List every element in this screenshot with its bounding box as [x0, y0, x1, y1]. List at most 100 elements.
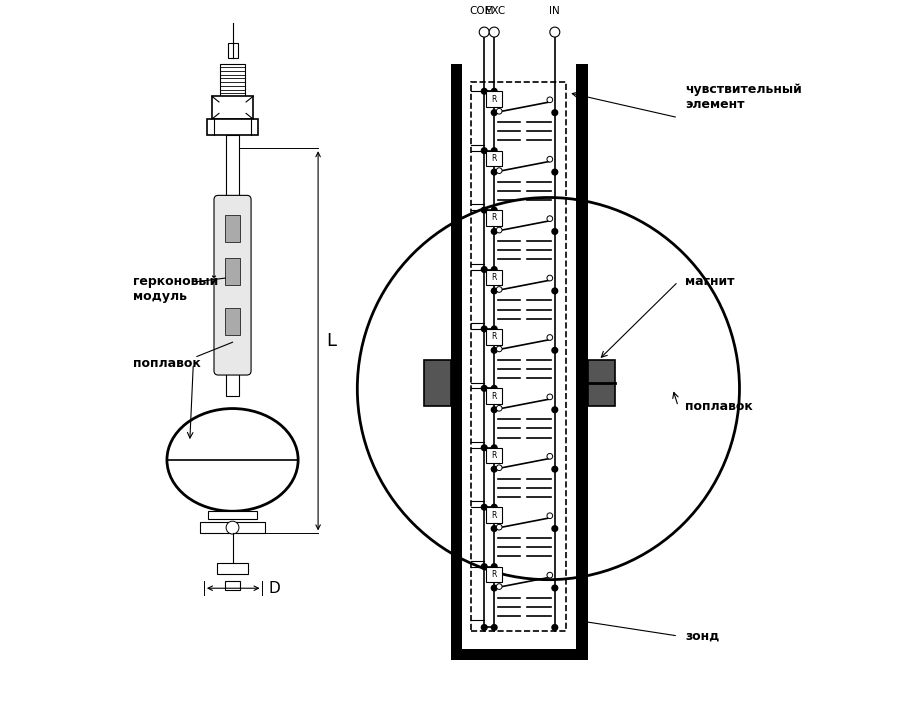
Circle shape	[482, 445, 487, 451]
Text: магнит: магнит	[685, 275, 734, 288]
Bar	[486, 270, 502, 285]
Text: зонд: зонд	[685, 630, 720, 642]
Circle shape	[496, 406, 502, 411]
Circle shape	[226, 521, 239, 534]
Text: R: R	[491, 273, 497, 282]
Circle shape	[491, 525, 497, 531]
Text: IN: IN	[549, 6, 560, 16]
Text: чувствительный
элемент: чувствительный элемент	[685, 83, 802, 111]
Bar	[472, 82, 566, 631]
Circle shape	[491, 466, 497, 472]
Circle shape	[482, 504, 487, 510]
Circle shape	[482, 386, 487, 391]
Circle shape	[482, 326, 487, 332]
Circle shape	[491, 207, 497, 213]
Circle shape	[496, 584, 502, 590]
Circle shape	[496, 524, 502, 530]
Text: R: R	[491, 95, 497, 103]
FancyBboxPatch shape	[214, 195, 251, 375]
Circle shape	[547, 275, 553, 281]
Bar	[208, 511, 257, 519]
Circle shape	[552, 288, 558, 294]
Bar	[486, 448, 502, 463]
Circle shape	[491, 267, 497, 272]
Bar	[576, 64, 588, 652]
Text: R: R	[491, 154, 497, 163]
Circle shape	[491, 504, 497, 510]
Circle shape	[547, 216, 553, 222]
Circle shape	[552, 625, 558, 630]
Bar	[486, 210, 502, 226]
Circle shape	[491, 88, 497, 94]
Text: L: L	[327, 332, 337, 350]
Circle shape	[496, 168, 502, 173]
Bar	[451, 649, 588, 660]
Circle shape	[496, 465, 502, 471]
Circle shape	[547, 394, 553, 400]
Circle shape	[552, 585, 558, 591]
Bar	[201, 522, 265, 533]
Bar	[486, 329, 502, 344]
Circle shape	[547, 453, 553, 459]
Bar	[225, 215, 240, 242]
Circle shape	[547, 334, 553, 340]
Text: D: D	[268, 580, 280, 596]
Text: R: R	[491, 391, 497, 401]
Circle shape	[490, 27, 500, 37]
Circle shape	[496, 108, 502, 114]
Circle shape	[496, 287, 502, 292]
Bar	[225, 258, 240, 285]
Text: R: R	[491, 451, 497, 460]
Bar	[451, 64, 462, 652]
Bar	[486, 389, 502, 404]
Bar	[486, 150, 502, 166]
Circle shape	[491, 347, 497, 353]
Bar	[207, 119, 258, 135]
Text: поплавок: поплавок	[132, 357, 201, 370]
Circle shape	[552, 110, 558, 116]
Circle shape	[552, 525, 558, 531]
Bar	[220, 64, 246, 96]
Circle shape	[552, 347, 558, 353]
Text: R: R	[491, 570, 497, 579]
Circle shape	[482, 207, 487, 213]
Circle shape	[547, 97, 553, 103]
Circle shape	[491, 445, 497, 451]
Circle shape	[496, 346, 502, 352]
Circle shape	[491, 148, 497, 153]
Text: R: R	[491, 332, 497, 342]
Circle shape	[479, 27, 490, 37]
Circle shape	[547, 513, 553, 518]
Circle shape	[482, 625, 487, 630]
Text: R: R	[491, 511, 497, 520]
Circle shape	[491, 625, 497, 630]
Text: EXC: EXC	[485, 6, 505, 16]
Circle shape	[491, 110, 497, 116]
Text: R: R	[491, 213, 497, 222]
Circle shape	[491, 169, 497, 175]
Circle shape	[552, 169, 558, 175]
Circle shape	[491, 585, 497, 591]
Circle shape	[482, 148, 487, 153]
Ellipse shape	[166, 409, 298, 511]
Circle shape	[491, 564, 497, 570]
Circle shape	[482, 88, 487, 94]
Circle shape	[550, 27, 560, 37]
Circle shape	[491, 288, 497, 294]
Circle shape	[491, 407, 497, 413]
Circle shape	[357, 198, 740, 580]
Text: поплавок: поплавок	[685, 400, 753, 413]
Bar	[225, 581, 240, 590]
Text: герконовый
модуль: герконовый модуль	[132, 275, 218, 303]
Bar	[424, 360, 451, 406]
Circle shape	[552, 229, 558, 235]
Text: COM: COM	[470, 6, 494, 16]
Circle shape	[552, 466, 558, 472]
Bar	[486, 567, 502, 583]
Circle shape	[482, 564, 487, 570]
Circle shape	[552, 407, 558, 413]
Circle shape	[547, 156, 553, 162]
Circle shape	[547, 573, 553, 578]
Circle shape	[482, 267, 487, 272]
Circle shape	[491, 326, 497, 332]
